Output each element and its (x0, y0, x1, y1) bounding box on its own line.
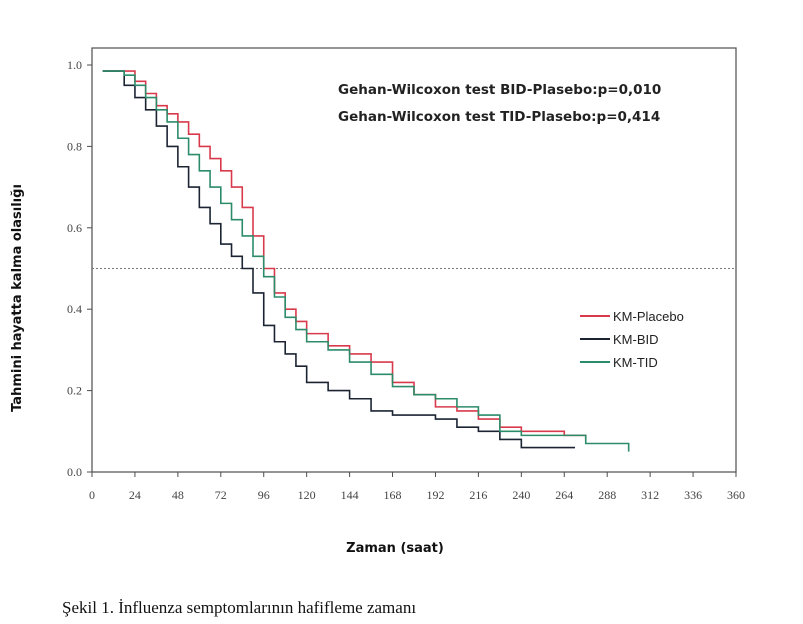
x-tick-label: 192 (426, 488, 444, 502)
y-tick-label: 0.4 (67, 302, 82, 316)
y-tick-label: 0.0 (67, 465, 82, 479)
plot-area (91, 47, 737, 473)
legend-label-km-placebo: KM-Placebo (613, 309, 684, 324)
x-tick-label: 360 (727, 488, 745, 502)
x-tick-label: 288 (598, 488, 616, 502)
x-tick-label: 312 (641, 488, 659, 502)
x-tick-label: 336 (684, 488, 702, 502)
x-axis: 0 24 48 72 96 120 144 168 192 216 240 264 288 312 336 3… (89, 472, 745, 502)
x-tick-label: 96 (258, 488, 270, 502)
figure-caption: Şekil 1. İnfluenza semptomlarının hafifl… (62, 598, 417, 617)
legend-label-km-tid: KM-TID (613, 355, 658, 370)
x-tick-label: 120 (298, 488, 316, 502)
x-tick-label: 0 (89, 488, 95, 502)
x-tick-label: 240 (512, 488, 530, 502)
y-axis: 0.0 0.2 0.4 0.6 0.8 1.0 (67, 58, 92, 479)
annotation-bid-placebo: Gehan-Wilcoxon test BID-Plasebo:p=0,010 (338, 82, 661, 98)
y-tick-label: 1.0 (67, 58, 82, 72)
x-tick-label: 216 (469, 488, 487, 502)
x-tick-label: 264 (555, 488, 573, 502)
legend-label-km-bid: KM-BID (613, 332, 659, 347)
x-tick-label: 24 (129, 488, 141, 502)
x-tick-label: 48 (172, 488, 184, 502)
annotation-tid-placebo: Gehan-Wilcoxon test TID-Plasebo:p=0,414 (338, 109, 660, 125)
series-line-km-bid (102, 70, 575, 449)
series-line-km-tid (102, 70, 630, 452)
y-axis-title: Tahmini hayatta kalma olasılığı (10, 184, 25, 412)
y-tick-label: 0.2 (67, 384, 82, 398)
y-tick-label: 0.6 (67, 221, 82, 235)
x-tick-label: 168 (384, 488, 402, 502)
x-axis-title: Zaman (saat) (346, 541, 444, 556)
x-tick-label: 144 (341, 488, 359, 502)
series-group (102, 70, 630, 452)
x-tick-label: 72 (215, 488, 227, 502)
legend: KM-Placebo KM-BID KM-TID (580, 309, 684, 370)
y-tick-label: 0.8 (67, 139, 82, 153)
